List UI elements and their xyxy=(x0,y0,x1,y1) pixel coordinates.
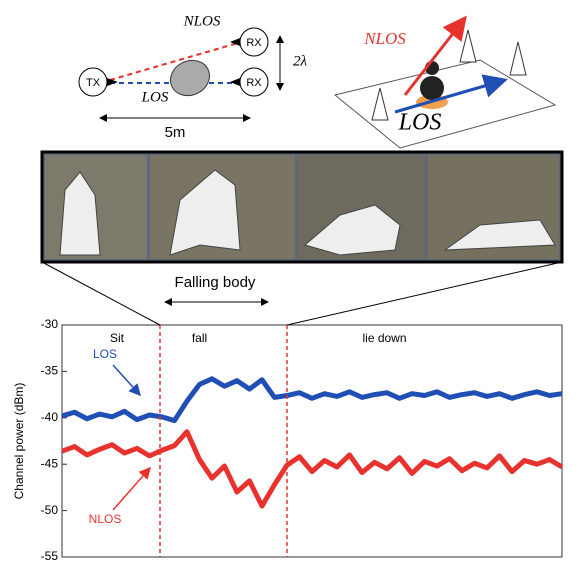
diagram-right: NLOS LOS xyxy=(335,18,555,148)
zoom-line xyxy=(42,262,160,325)
y-tick-label: -35 xyxy=(41,364,59,378)
zoom-line xyxy=(287,262,562,325)
phase-label: lie down xyxy=(362,331,406,345)
y-tick-label: -40 xyxy=(41,410,59,424)
los-label: LOS xyxy=(398,110,442,136)
rx-label: RX xyxy=(246,37,262,49)
plot-frame xyxy=(62,325,562,557)
los-label: LOS xyxy=(141,89,169,105)
series-line xyxy=(62,379,562,421)
tx-label: TX xyxy=(86,77,101,89)
y-tick-label: -50 xyxy=(41,503,59,517)
annotation-arrow xyxy=(113,365,140,395)
y-tick-label: -30 xyxy=(41,317,59,331)
y-tick-label: -45 xyxy=(41,456,59,470)
series-line xyxy=(62,432,562,506)
series-annotation: LOS xyxy=(93,347,117,361)
y-axis-label: Channel power (dBm) xyxy=(12,383,26,500)
rx-label: RX xyxy=(246,77,262,89)
series-annotation: NLOS xyxy=(89,512,122,526)
nlos-label: NLOS xyxy=(363,29,406,48)
nlos-label: NLOS xyxy=(183,13,221,29)
spacing-label: 2λ xyxy=(293,53,308,69)
y-tick-label: -55 xyxy=(41,549,59,562)
caption: Falling body xyxy=(175,274,256,291)
figure: NLOS RX 2λ TX LOS RX 5m NLOS LOS Falling… xyxy=(0,0,585,562)
diagram-left: NLOS RX 2λ TX LOS RX 5m xyxy=(79,13,308,141)
photo-strip xyxy=(42,152,562,262)
distance-label: 5m xyxy=(165,124,186,141)
page: NLOS RX 2λ TX LOS RX 5m NLOS LOS Falling… xyxy=(0,0,585,562)
annotation-arrow xyxy=(113,468,150,510)
phase-label: Sit xyxy=(110,331,125,345)
person xyxy=(420,76,444,100)
phase-label: fall xyxy=(192,331,207,345)
